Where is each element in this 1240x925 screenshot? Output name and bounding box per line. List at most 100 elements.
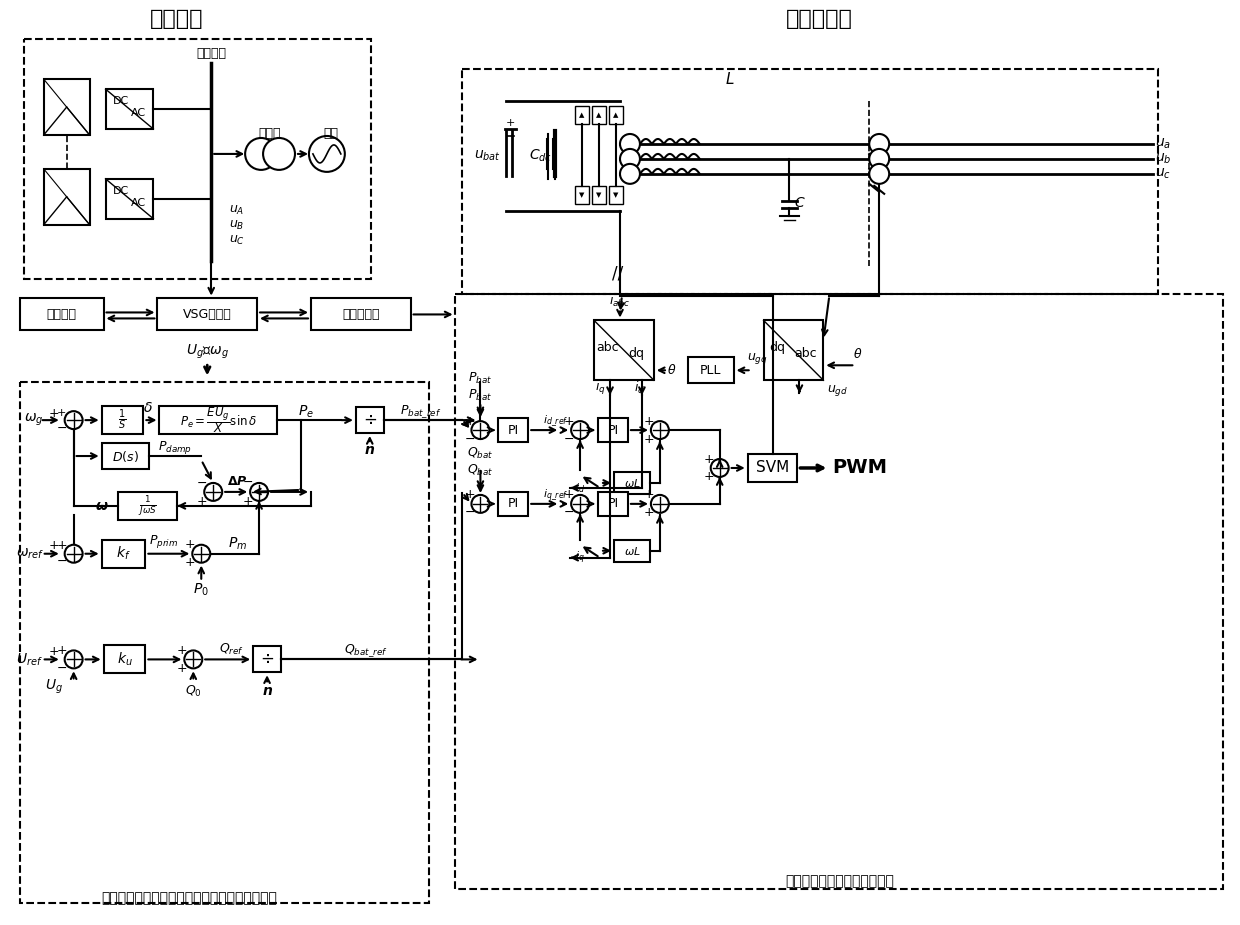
Text: 储能变流器: 储能变流器: [786, 9, 853, 30]
Text: $C$: $C$: [794, 196, 805, 210]
Text: +: +: [197, 496, 207, 509]
Text: $\boldsymbol{\Delta P}$: $\boldsymbol{\Delta P}$: [227, 475, 248, 488]
Text: $u_a$: $u_a$: [1156, 137, 1172, 151]
Text: AC: AC: [131, 108, 146, 118]
Text: ▼: ▼: [596, 191, 601, 198]
Circle shape: [263, 138, 295, 170]
Text: $\boldsymbol{Q_{bat}}$: $\boldsymbol{Q_{bat}}$: [467, 446, 494, 461]
FancyBboxPatch shape: [253, 647, 281, 672]
Text: 光伏电站虚拟同步发电机控制（核心控制单元）: 光伏电站虚拟同步发电机控制（核心控制单元）: [102, 892, 278, 906]
Text: $\boldsymbol{U_g}$，$\omega_g$: $\boldsymbol{U_g}$，$\omega_g$: [186, 343, 229, 362]
Text: −: −: [57, 662, 67, 675]
FancyBboxPatch shape: [105, 179, 154, 218]
Text: +: +: [185, 556, 196, 569]
Text: $k_u$: $k_u$: [117, 650, 133, 668]
Circle shape: [620, 164, 640, 184]
Text: $\theta$: $\theta$: [853, 347, 862, 362]
Text: +: +: [177, 662, 187, 675]
Text: $\boldsymbol{n}$: $\boldsymbol{n}$: [365, 443, 376, 457]
Text: +: +: [57, 408, 67, 418]
Text: $u_c$: $u_c$: [1156, 166, 1172, 181]
Text: $\frac{1}{J\omega S}$: $\frac{1}{J\omega S}$: [138, 494, 157, 518]
FancyBboxPatch shape: [688, 357, 734, 383]
Text: SVM: SVM: [756, 461, 789, 475]
Circle shape: [869, 134, 889, 154]
Circle shape: [250, 483, 268, 500]
Text: −: −: [564, 506, 574, 519]
Text: −: −: [197, 476, 207, 489]
Text: AC: AC: [131, 198, 146, 208]
Circle shape: [64, 650, 83, 669]
FancyBboxPatch shape: [43, 169, 89, 225]
Text: +: +: [644, 414, 655, 427]
FancyBboxPatch shape: [20, 299, 104, 330]
Text: +: +: [644, 433, 655, 446]
Text: $\boldsymbol{\omega}$: $\boldsymbol{\omega}$: [94, 499, 108, 512]
Text: +: +: [464, 414, 475, 427]
Text: $C_{dc}$: $C_{dc}$: [528, 148, 552, 164]
Text: +: +: [56, 644, 67, 657]
Text: $\boldsymbol{P_{bat}}$: $\boldsymbol{P_{bat}}$: [469, 388, 492, 402]
Circle shape: [64, 545, 83, 562]
Text: −: −: [464, 506, 475, 519]
Circle shape: [620, 149, 640, 169]
FancyBboxPatch shape: [43, 80, 89, 135]
Text: 光伏电站: 光伏电站: [150, 9, 203, 30]
Text: +: +: [185, 538, 196, 551]
FancyBboxPatch shape: [598, 492, 627, 516]
Text: 升压变: 升压变: [259, 128, 281, 141]
Text: PI: PI: [608, 498, 619, 511]
FancyBboxPatch shape: [102, 406, 144, 434]
Text: −: −: [564, 433, 574, 446]
Text: $Q_{ref}$: $Q_{ref}$: [218, 642, 244, 657]
Text: $\boldsymbol{u_{gd}}$: $\boldsymbol{u_{gd}}$: [827, 383, 848, 398]
Text: //: //: [613, 265, 624, 282]
Text: dq: dq: [770, 340, 785, 354]
Text: +: +: [564, 414, 574, 427]
FancyBboxPatch shape: [498, 492, 528, 516]
Text: $\boldsymbol{U_{ref}}$: $\boldsymbol{U_{ref}}$: [16, 651, 43, 668]
Text: +: +: [644, 488, 655, 501]
Text: $\boldsymbol{P_e}$: $\boldsymbol{P_e}$: [298, 404, 314, 420]
Text: PLL: PLL: [699, 364, 722, 376]
Text: $i_{q\_ref}$: $i_{q\_ref}$: [543, 487, 569, 503]
Text: VSG控制器: VSG控制器: [182, 308, 232, 321]
Text: $\frac{1}{S}$: $\frac{1}{S}$: [118, 408, 126, 432]
Text: $\boldsymbol{\omega_g}$: $\boldsymbol{\omega_g}$: [24, 412, 43, 428]
Circle shape: [572, 421, 589, 439]
Text: PWM: PWM: [832, 459, 887, 477]
Text: abc: abc: [596, 340, 619, 354]
Text: $\omega L$: $\omega L$: [624, 477, 640, 489]
Text: $u_B$: $u_B$: [229, 219, 244, 232]
Text: +: +: [56, 539, 67, 552]
Text: DC: DC: [113, 186, 129, 196]
FancyBboxPatch shape: [118, 492, 177, 520]
Text: $\boldsymbol{P_{damp}}$: $\boldsymbol{P_{damp}}$: [159, 438, 192, 455]
Text: $i_q$: $i_q$: [575, 549, 585, 566]
FancyBboxPatch shape: [614, 540, 650, 561]
Circle shape: [205, 483, 222, 500]
Circle shape: [64, 411, 83, 429]
Text: $\boldsymbol{P_{bat\_ref}}$: $\boldsymbol{P_{bat\_ref}}$: [399, 402, 441, 420]
Text: $\boldsymbol{n}$: $\boldsymbol{n}$: [262, 684, 273, 698]
Text: $i_{abc}$: $i_{abc}$: [610, 292, 630, 309]
Circle shape: [620, 134, 640, 154]
Circle shape: [651, 421, 668, 439]
Text: −: −: [57, 555, 67, 568]
Text: ▼: ▼: [614, 191, 619, 198]
Text: ▲: ▲: [596, 112, 601, 118]
Text: $\delta$: $\delta$: [144, 401, 154, 415]
Circle shape: [471, 421, 490, 439]
FancyBboxPatch shape: [102, 540, 145, 568]
Circle shape: [185, 650, 202, 669]
Text: +: +: [703, 452, 714, 465]
Text: $\boldsymbol{U_g}$: $\boldsymbol{U_g}$: [45, 678, 63, 697]
Text: +: +: [564, 488, 574, 501]
Text: +: +: [48, 407, 60, 420]
Text: $Q_0$: $Q_0$: [185, 684, 202, 699]
Text: −: −: [57, 422, 67, 435]
FancyBboxPatch shape: [356, 407, 383, 433]
Text: +: +: [48, 539, 60, 552]
Text: $i_q$: $i_q$: [595, 379, 605, 397]
Text: ÷: ÷: [260, 650, 274, 669]
